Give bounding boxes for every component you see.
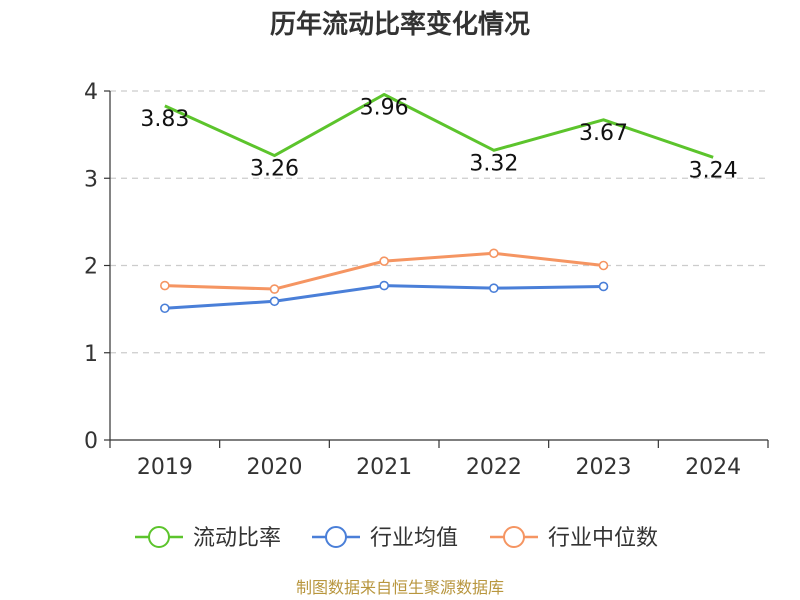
legend-label-1: 行业均值	[370, 526, 458, 551]
series-group	[160, 92, 714, 314]
source-note: 制图数据来自恒生聚源数据库	[296, 578, 504, 597]
data-point	[269, 284, 280, 294]
data-point	[598, 260, 609, 271]
data-point	[489, 283, 499, 293]
data-label: 3.83	[140, 107, 189, 132]
legend: 流动比率 行业均值 行业中位数	[135, 526, 658, 551]
gridlines	[110, 90, 768, 354]
x-tick-label: 2022	[466, 455, 522, 480]
legend-marker-2	[503, 526, 525, 548]
x-tick-label: 2024	[685, 455, 741, 480]
series-line-0	[164, 92, 714, 159]
legend-label-0: 流动比率	[193, 526, 281, 551]
axes: 0 1 2 3 4 2019 2020 2021 2022 2023 2024	[84, 80, 769, 480]
data-point	[160, 303, 170, 314]
y-tick-label: 3	[84, 167, 98, 192]
y-tick-label: 4	[84, 80, 98, 105]
x-tick-label: 2019	[137, 455, 193, 480]
data-point	[160, 280, 170, 291]
chart-title: 历年流动比率变化情况	[270, 9, 530, 40]
y-tick-label: 1	[84, 342, 98, 367]
y-tick-label: 0	[84, 429, 98, 454]
legend-marker-0	[148, 526, 170, 548]
x-tick-label: 2023	[576, 455, 632, 480]
data-point	[379, 280, 389, 291]
x-tick-label: 2020	[247, 455, 303, 480]
x-tick-label: 2021	[356, 455, 412, 480]
data-label: 3.96	[360, 95, 409, 120]
y-tick-label: 2	[84, 255, 98, 280]
data-label: 3.24	[689, 158, 738, 183]
data-point	[598, 281, 609, 292]
data-labels: 3.83 3.26 3.96 3.32 3.67 3.24	[140, 95, 737, 183]
data-label: 3.67	[579, 121, 628, 146]
data-label: 3.26	[250, 157, 299, 182]
data-point	[379, 256, 389, 266]
legend-label-2: 行业中位数	[548, 526, 658, 551]
data-point	[269, 296, 280, 307]
data-point	[489, 248, 499, 259]
legend-marker-1	[325, 526, 347, 548]
data-label: 3.32	[469, 151, 518, 176]
